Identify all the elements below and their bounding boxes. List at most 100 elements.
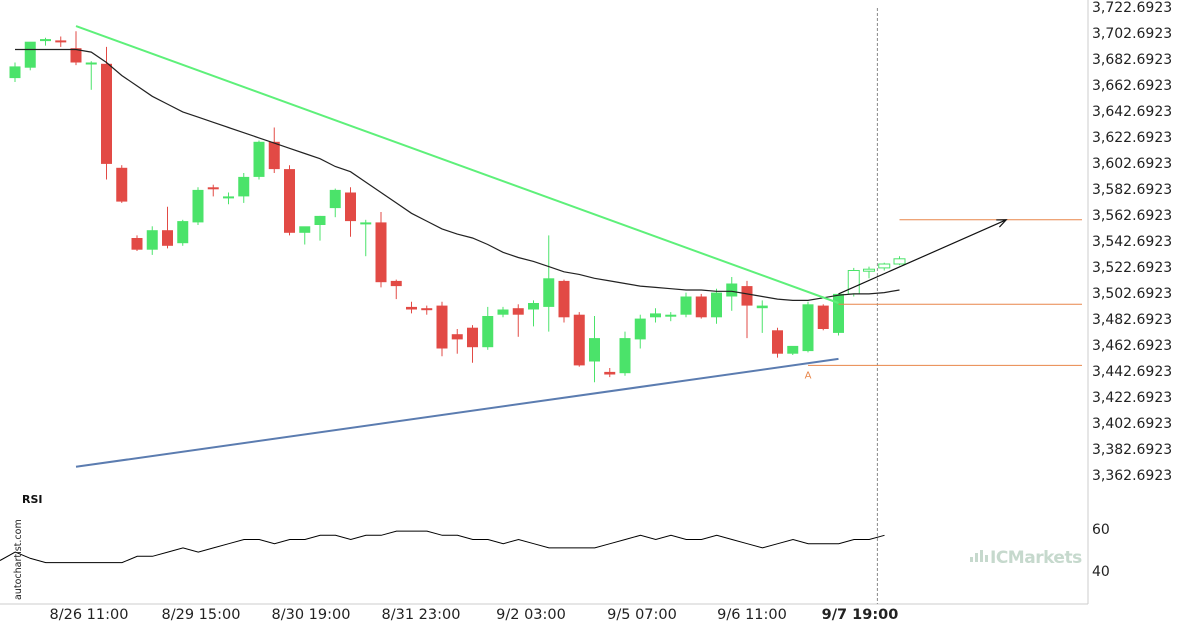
candle-body	[314, 215, 326, 225]
time-tick-label: 8/26 11:00	[50, 607, 129, 623]
candlesticks	[9, 31, 844, 383]
candle-body	[573, 314, 585, 366]
candle-body	[299, 226, 311, 233]
projected-candle-body	[878, 263, 891, 269]
candle-body	[375, 222, 387, 283]
price-tick-label: 3,622.6923	[1092, 130, 1172, 146]
candle-body	[756, 305, 768, 309]
candle-body	[512, 308, 524, 315]
candle-body	[558, 280, 570, 318]
price-tick-label: 3,662.6923	[1092, 78, 1172, 94]
candle-body	[482, 316, 494, 348]
price-tick-label: 3,462.6923	[1092, 338, 1172, 354]
price-tick-label: 3,482.6923	[1092, 312, 1172, 328]
candle-body	[680, 296, 692, 315]
pattern-point-a-label: A	[805, 371, 812, 382]
candle-body	[650, 313, 661, 318]
candle-body	[802, 304, 814, 352]
candle-body	[131, 237, 143, 250]
rsi-label: RSI	[22, 493, 43, 506]
price-levels	[808, 219, 1082, 366]
time-tick-label: 9/6 11:00	[717, 607, 787, 623]
candle-body	[55, 40, 67, 43]
candle-body	[192, 189, 204, 223]
forecast-arrow-shaft	[838, 219, 1007, 295]
candle-body	[207, 187, 219, 190]
candle-body	[146, 230, 158, 250]
time-axis-labels: 8/26 11:00 8/29 15:00 8/30 19:00 8/31 23:00…	[50, 607, 899, 623]
price-tick-label: 3,362.6923	[1092, 468, 1172, 484]
candle-body	[772, 330, 783, 354]
candle-body	[360, 222, 372, 225]
candle-body	[833, 293, 844, 333]
candle-body	[619, 338, 631, 374]
candle-body	[238, 176, 250, 197]
candle-body	[101, 63, 112, 164]
watermark-text: autochartist.com	[13, 519, 24, 600]
candle-body	[253, 141, 265, 177]
projected-candle-body	[893, 258, 906, 265]
time-tick-label: 8/29 15:00	[162, 607, 241, 623]
price-tick-label: 3,602.6923	[1092, 156, 1172, 172]
candle-body	[604, 371, 616, 375]
rsi-tick-label: 60	[1092, 522, 1110, 538]
candle-body	[40, 39, 51, 42]
price-tick-label: 3,542.6923	[1092, 234, 1172, 250]
candle-body	[284, 169, 295, 233]
moving-average-line	[15, 48, 900, 301]
forecast-arrow	[838, 219, 1008, 295]
candle-body	[634, 318, 646, 340]
candle-body	[406, 306, 417, 310]
candle-body	[390, 280, 402, 287]
candle-body	[711, 292, 722, 318]
candle-body	[726, 283, 738, 297]
price-tick-label: 3,582.6923	[1092, 182, 1172, 198]
candle-body	[589, 338, 600, 362]
candle-body	[85, 62, 97, 65]
candle-body	[268, 141, 280, 170]
price-tick-label: 3,422.6923	[1092, 390, 1172, 406]
candle-body	[223, 196, 234, 199]
candle-body	[497, 309, 509, 315]
candle-body	[177, 221, 189, 244]
projected-candlesticks	[847, 256, 906, 297]
rsi-axis-labels: 60 40	[1092, 522, 1110, 580]
time-tick-label: 9/7 19:00	[822, 607, 899, 623]
price-axis-labels: 3,722.6923 3,702.6923 3,682.6923 3,662.6923…	[1092, 0, 1172, 484]
price-tick-label: 3,402.6923	[1092, 416, 1172, 432]
candle-body	[9, 66, 21, 79]
support-trend-line	[75, 357, 839, 468]
time-tick-label: 9/2 03:00	[496, 607, 566, 623]
candle-body	[451, 334, 463, 340]
candle-body	[543, 278, 555, 307]
time-tick-label: 8/31 23:00	[382, 607, 461, 623]
price-tick-label: 3,702.6923	[1092, 26, 1172, 42]
price-tick-label: 3,562.6923	[1092, 208, 1172, 224]
candle-body	[817, 305, 829, 329]
candle-body	[24, 41, 36, 68]
candle-body	[329, 189, 341, 209]
rsi-tick-label: 40	[1092, 564, 1110, 580]
price-tick-label: 3,642.6923	[1092, 104, 1172, 120]
price-tick-label: 3,722.6923	[1092, 0, 1172, 16]
candle-body	[421, 308, 433, 311]
candle-body	[741, 286, 753, 306]
candle-body	[345, 192, 356, 222]
rsi-line	[0, 530, 885, 564]
projected-candle-body	[863, 268, 875, 272]
projected-candle-body	[847, 270, 860, 295]
logo-text: ICMarkets	[990, 548, 1082, 568]
price-tick-label: 3,382.6923	[1092, 442, 1172, 458]
forecast-arrow-head	[996, 219, 1008, 228]
icmarkets-logo: ICMarkets	[970, 548, 1083, 568]
candle-body	[70, 48, 82, 63]
logo-bars-icon	[970, 550, 988, 562]
time-tick-label: 9/5 07:00	[607, 607, 677, 623]
time-tick-label: 8/30 19:00	[272, 607, 351, 623]
candle-body	[528, 303, 539, 310]
resistance-trend-line	[75, 25, 839, 304]
candle-body	[467, 327, 478, 348]
candle-body	[787, 345, 799, 354]
candle-body	[162, 230, 173, 246]
price-tick-label: 3,682.6923	[1092, 52, 1172, 68]
